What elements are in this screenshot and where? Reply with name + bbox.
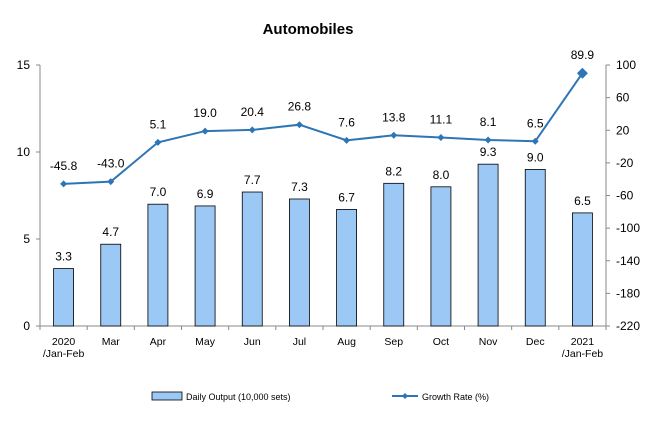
x-tick-label: Dec — [526, 336, 545, 348]
x-tick-label: Nov — [479, 336, 498, 348]
bar — [477, 163, 499, 327]
y-right-tick-label: 60 — [616, 91, 630, 105]
legend-line-label: Growth Rate (%) — [422, 392, 489, 402]
y-left-tick-label: 10 — [17, 145, 31, 159]
bar-data-label: 6.9 — [197, 187, 214, 201]
growth-rate-point — [248, 126, 256, 134]
growth-rate-point — [390, 131, 398, 139]
x-tick-label: Aug — [337, 336, 356, 348]
bar-data-label: 4.7 — [102, 225, 119, 239]
y-right-tick-label: -220 — [616, 319, 640, 333]
bar — [241, 191, 263, 327]
growth-rate-point — [437, 134, 445, 142]
growth-rate-point — [107, 178, 115, 186]
x-tick-label: Oct — [433, 336, 449, 348]
growth-rate-point — [154, 138, 162, 146]
bar-data-label: 8.0 — [433, 168, 450, 182]
line-data-label: -43.0 — [97, 157, 125, 171]
bar — [100, 243, 122, 327]
x-tick-label: May — [195, 336, 216, 348]
bar-data-label: 9.3 — [480, 145, 497, 159]
x-tick-label: 2021/Jan-Feb — [562, 336, 604, 360]
bar-data-label: 6.5 — [574, 194, 591, 208]
growth-rate-point — [531, 137, 539, 145]
bar-data-label: 7.7 — [244, 173, 261, 187]
legend-bar-label: Daily Output (10,000 sets) — [186, 392, 291, 402]
y-right-tick-label: -100 — [616, 221, 640, 235]
bar — [572, 212, 593, 327]
y-right-tick-label: -20 — [616, 156, 634, 170]
bar-data-label: 7.0 — [150, 185, 167, 199]
bar — [194, 205, 216, 327]
growth-rate-point — [484, 136, 492, 144]
x-tick-label: Jun — [244, 336, 261, 348]
x-tick-label: Mar — [102, 336, 121, 348]
bar — [383, 182, 405, 327]
bar — [289, 198, 310, 327]
bar — [53, 268, 74, 327]
line-data-label: 19.0 — [193, 106, 217, 120]
line-data-label: 20.4 — [241, 105, 265, 119]
bar — [524, 168, 546, 327]
y-left-tick-label: 0 — [23, 319, 30, 333]
y-left-tick-label: 5 — [23, 232, 30, 246]
line-data-label: 13.8 — [382, 110, 406, 124]
line-data-label: 7.6 — [338, 115, 355, 129]
growth-rate-point — [60, 180, 68, 188]
bar — [430, 186, 452, 327]
line-data-label: 11.1 — [430, 113, 453, 127]
growth-rate-line — [63, 72, 584, 185]
line-data-label: 6.5 — [527, 116, 544, 130]
line-data-label: 26.8 — [288, 100, 312, 114]
bar — [147, 203, 169, 327]
bar-data-label: 9.0 — [527, 150, 544, 164]
bar-data-label: 3.3 — [55, 250, 72, 264]
y-right-tick-label: 20 — [616, 123, 630, 137]
growth-rate-point — [343, 136, 351, 144]
x-tick-label: Apr — [150, 336, 167, 348]
line-data-label: 89.9 — [571, 48, 595, 62]
bar-data-label: 8.2 — [385, 164, 402, 178]
line-data-label: -45.8 — [50, 159, 78, 173]
legend-line-marker — [402, 393, 408, 399]
y-right-tick-label: -180 — [616, 286, 640, 300]
growth-rate-point — [576, 67, 588, 79]
y-right-tick-label: -140 — [616, 254, 640, 268]
x-tick-label: Jul — [293, 336, 306, 348]
bar — [336, 209, 357, 327]
growth-rate-point — [295, 121, 303, 129]
line-data-label: 5.1 — [150, 117, 167, 131]
bar-data-label: 7.3 — [291, 180, 308, 194]
bar-data-label: 6.7 — [338, 190, 355, 204]
x-tick-label: 2020/Jan-Feb — [43, 336, 85, 360]
x-tick-label: Sep — [384, 336, 403, 348]
y-left-tick-label: 15 — [17, 58, 31, 72]
legend-bar-swatch — [151, 391, 183, 401]
growth-rate-point — [201, 127, 209, 135]
y-right-tick-label: 100 — [616, 58, 636, 72]
y-right-tick-label: -60 — [616, 189, 634, 203]
line-data-label: 8.1 — [480, 115, 497, 129]
chart-title: Automobiles — [263, 21, 354, 38]
